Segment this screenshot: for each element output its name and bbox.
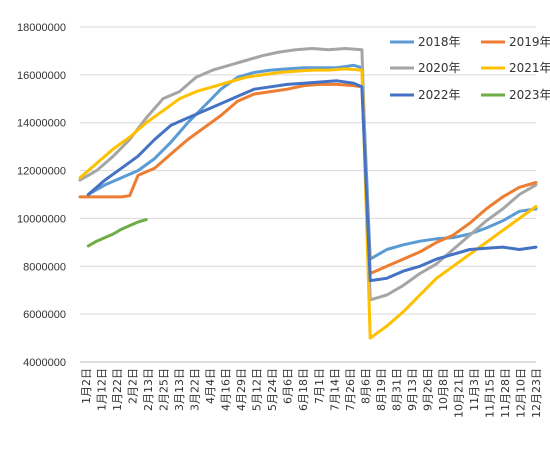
series-line-4: [78, 67, 538, 340]
x-tick-label: 10月8日: [437, 368, 450, 411]
y-tick-label: 18000000: [17, 22, 66, 34]
x-tick-label: 9月26日: [421, 368, 434, 411]
x-tick-label: 11月3日: [468, 368, 481, 411]
x-tick-label: 7月26日: [344, 368, 357, 411]
y-tick-label: 4000000: [23, 357, 66, 369]
x-tick-label: 1月2日: [80, 368, 93, 404]
y-tick-label: 12000000: [17, 166, 66, 178]
series-line-5: [86, 79, 538, 283]
y-axis-tick-labels: 18000000 16000000 14000000 12000000 10000000…: [17, 22, 66, 369]
x-tick-label: 1月12日: [96, 368, 109, 411]
legend-label: 2023年: [509, 88, 550, 102]
x-tick-label: 10月21日: [452, 368, 465, 418]
x-tick-label: 12月10日: [514, 368, 527, 418]
x-tick-label: 9月13日: [406, 368, 419, 411]
x-tick-label: 2月25日: [158, 368, 171, 411]
y-tick-label: 14000000: [17, 118, 66, 130]
x-tick-label: 7月1日: [313, 368, 326, 404]
series-line-6: [86, 218, 148, 248]
legend-label: 2022年: [418, 88, 461, 102]
x-tick-label: 5月12日: [251, 368, 264, 411]
x-tick-label: 4月29日: [235, 368, 248, 411]
legend-label: 2018年: [418, 35, 461, 49]
x-tick-label: 2月2日: [127, 368, 140, 404]
series-line-2: [78, 82, 538, 275]
series-line-3: [78, 47, 538, 302]
legend-label: 2019年: [509, 35, 550, 49]
y-tick-label: 16000000: [17, 70, 66, 82]
x-tick-label: 8月31日: [390, 368, 403, 411]
x-tick-label: 11月15日: [483, 368, 496, 418]
legend: 2018年 2019年 2020年 2021年 2022年 2023年: [390, 35, 550, 102]
x-tick-label: 2月13日: [142, 368, 155, 411]
legend-label: 2020年: [418, 61, 461, 75]
x-tick-label: 7月14日: [328, 368, 341, 411]
x-tick-label: 3月13日: [173, 368, 186, 411]
x-tick-label: 6月6日: [282, 368, 295, 404]
x-tick-label: 11月28日: [499, 368, 512, 418]
x-tick-label: 4月4日: [204, 368, 217, 404]
legend-label: 2021年: [509, 61, 550, 75]
x-tick-label: 1月22日: [111, 368, 124, 411]
grid-lines: [80, 26, 536, 315]
y-tick-label: 10000000: [17, 213, 66, 225]
x-tick-label: 12月23日: [530, 368, 543, 418]
x-axis-tick-labels: 1月2日 1月12日 1月22日 2月2日 2月13日 2月25日 3月13日 3月22日 4月…: [80, 368, 543, 418]
x-tick-label: 6月18日: [297, 368, 310, 411]
x-tick-label: 8月19日: [375, 368, 388, 411]
x-tick-label: 8月6日: [359, 368, 372, 404]
y-tick-label: 8000000: [23, 261, 66, 273]
y-tick-label: 6000000: [23, 309, 66, 321]
x-tick-label: 5月24日: [266, 368, 279, 411]
x-tick-label: 3月22日: [189, 368, 202, 411]
series-line-1: [86, 63, 538, 261]
x-tick-label: 4月16日: [220, 368, 233, 411]
series-lines: [78, 47, 538, 340]
